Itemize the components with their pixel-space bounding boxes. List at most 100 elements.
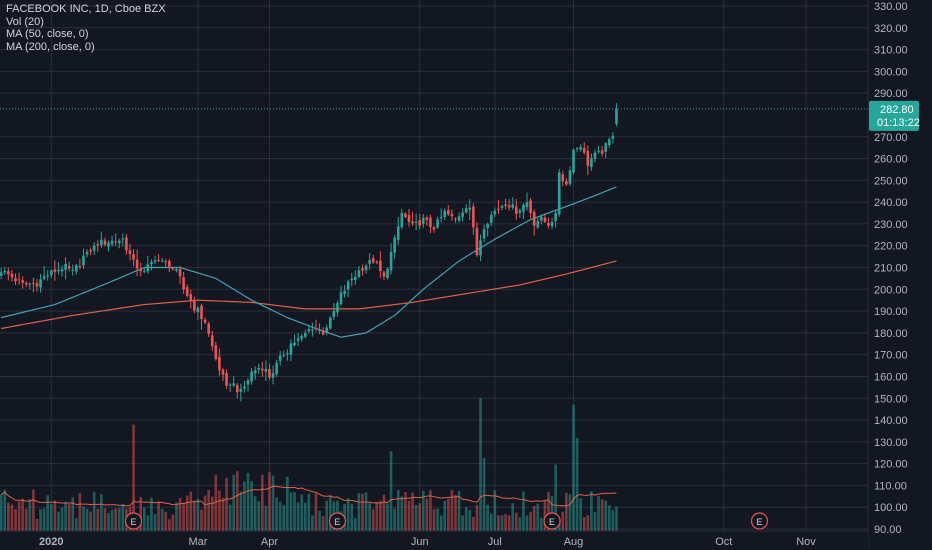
price-tick-label: 110.00 xyxy=(874,480,907,492)
volume-bar xyxy=(203,495,207,531)
candle-body xyxy=(57,269,60,272)
volume-bar xyxy=(57,511,60,531)
candle-body xyxy=(10,273,14,278)
candle-body xyxy=(157,259,160,261)
candle-body xyxy=(178,269,182,277)
earnings-marker xyxy=(750,512,769,530)
volume-bar xyxy=(511,503,515,531)
legend-ma200[interactable]: MA (200, close, 0) xyxy=(6,40,95,53)
price-axis[interactable]: 330.00 320.00 310.00 300.00 290.00 270.00 260.… xyxy=(874,1,908,536)
volume-bar xyxy=(7,502,10,531)
chart-legend: FACEBOOK INC, 1D, Cboe BZX Vol (20) MA (… xyxy=(6,3,166,53)
time-tick-label: Apr xyxy=(261,536,278,548)
volume-bar xyxy=(325,500,329,531)
volume-bar xyxy=(568,494,572,531)
volume-bar xyxy=(443,500,447,531)
volume-bar xyxy=(554,464,557,531)
volume-bar xyxy=(175,502,178,531)
candle-body xyxy=(389,252,393,271)
earnings-marker-label: E xyxy=(131,517,137,527)
volume-bar xyxy=(396,489,400,531)
candle-body xyxy=(472,206,475,228)
volume-bar xyxy=(364,492,368,531)
candle-body xyxy=(303,333,307,337)
candle-body xyxy=(225,373,228,386)
candle-body xyxy=(400,212,404,228)
volume-bar xyxy=(142,507,146,531)
legend-title[interactable]: FACEBOOK INC, 1D, Cboe BZX xyxy=(6,3,166,15)
volume-bar xyxy=(185,495,189,531)
candle-body xyxy=(32,282,35,284)
candle-body xyxy=(0,272,3,276)
time-tick-label: 2020 xyxy=(39,536,63,548)
candle-body xyxy=(582,147,586,153)
volume-bar xyxy=(103,508,107,531)
candle-body xyxy=(354,276,357,280)
volume-bar xyxy=(472,516,475,531)
volume-bar xyxy=(178,498,182,531)
volume-bar xyxy=(586,515,590,531)
candle-body xyxy=(228,384,232,386)
candle-body xyxy=(150,262,153,265)
time-axis-background[interactable] xyxy=(0,531,868,550)
volume-bar xyxy=(257,501,261,531)
volume-bar xyxy=(540,517,543,531)
candle-body xyxy=(522,204,525,212)
candle-body xyxy=(89,250,92,252)
candle-body xyxy=(28,283,32,285)
volume-bar xyxy=(361,493,364,531)
volume-bar xyxy=(536,503,540,531)
candle-body xyxy=(286,353,289,355)
price-tick-label: 330.00 xyxy=(874,1,908,13)
earnings-marker xyxy=(328,512,347,530)
candle-body xyxy=(275,362,278,375)
volume-bar xyxy=(35,519,39,531)
candle-body xyxy=(235,385,239,393)
price-tick-label: 240.00 xyxy=(874,197,908,209)
volume-bar xyxy=(404,492,407,531)
candle-body xyxy=(110,240,114,245)
legend-volume[interactable]: Vol (20) xyxy=(6,15,44,28)
candle-body xyxy=(14,278,17,282)
candle-body xyxy=(486,224,489,228)
volume-bar xyxy=(271,475,275,531)
candle-body xyxy=(572,149,575,173)
candle-body xyxy=(536,221,540,228)
candle-body xyxy=(532,211,536,226)
volume-bar xyxy=(565,492,568,531)
candle-body xyxy=(296,338,300,341)
volume-bar xyxy=(171,514,175,531)
volume-bar xyxy=(60,507,64,531)
candle-body xyxy=(153,260,157,262)
volume-bar xyxy=(400,496,404,531)
volume-bar xyxy=(64,501,67,531)
legend-ma50[interactable]: MA (50, close, 0) xyxy=(6,28,89,40)
volume-bar xyxy=(500,515,504,531)
volume-bar xyxy=(132,424,135,531)
volume-bar xyxy=(228,504,232,531)
price-axis-background[interactable] xyxy=(868,0,932,550)
candle-body xyxy=(346,281,350,290)
candle-body xyxy=(615,108,618,124)
volume-bar xyxy=(493,490,497,531)
candle-body xyxy=(489,215,493,223)
candle-body xyxy=(336,303,339,313)
volume-bar xyxy=(49,504,53,531)
volume-bar xyxy=(286,476,289,531)
time-axis[interactable]: 2020 Mar Apr Jun Jul Aug Oct Nov xyxy=(39,536,816,548)
candle-body xyxy=(540,216,543,221)
candle-body xyxy=(92,245,96,251)
candle-body xyxy=(257,367,261,370)
volume-ma-line xyxy=(0,485,617,507)
candle-body xyxy=(565,181,568,185)
candle-body xyxy=(125,237,128,251)
candle-body xyxy=(232,383,236,386)
price-tick-label: 250.00 xyxy=(874,175,908,187)
candle-body xyxy=(100,239,103,246)
candle-body xyxy=(107,242,110,247)
candle-body xyxy=(332,310,336,317)
candle-body xyxy=(67,266,71,269)
candle-body xyxy=(597,151,600,153)
volume-bar xyxy=(239,491,243,531)
